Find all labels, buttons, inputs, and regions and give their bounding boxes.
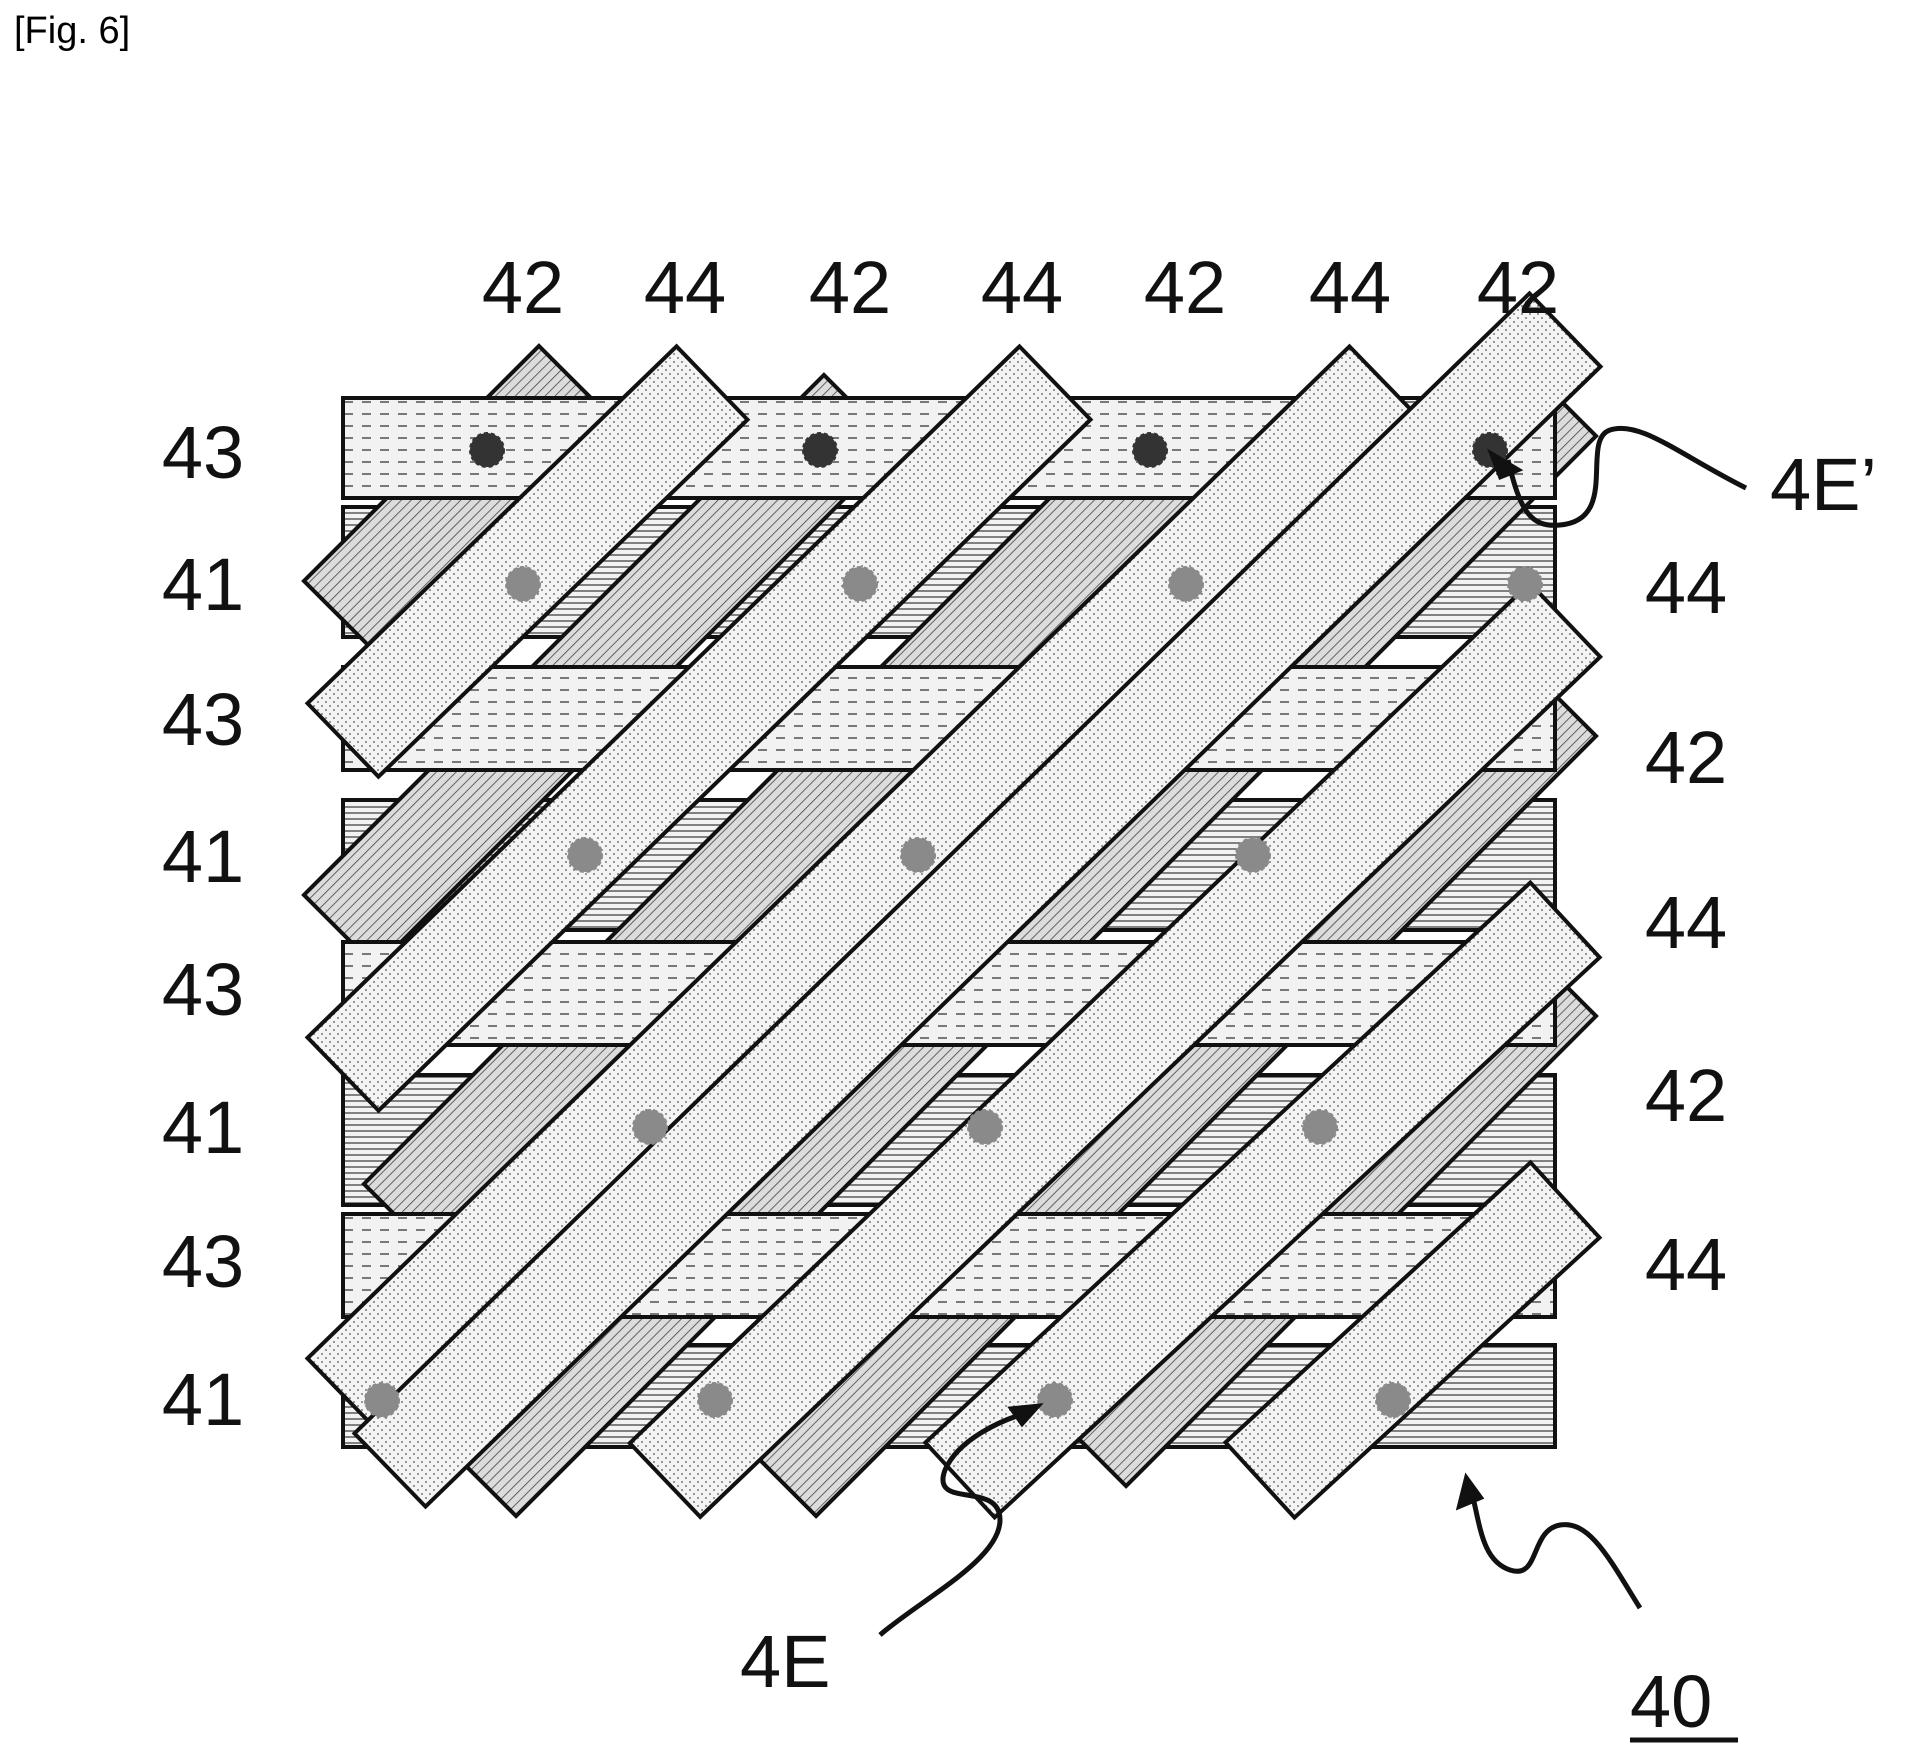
right-labels: 44 42 44 42 44 bbox=[1645, 546, 1727, 1306]
label-44: 44 bbox=[981, 246, 1063, 329]
junction-dot bbox=[568, 838, 602, 872]
label-44: 44 bbox=[1645, 546, 1727, 629]
label-43: 43 bbox=[162, 411, 244, 494]
label-43: 43 bbox=[162, 678, 244, 761]
junction-dot bbox=[1038, 1383, 1072, 1417]
reference-40: 40 bbox=[1458, 1476, 1738, 1743]
label-42: 42 bbox=[482, 246, 564, 329]
left-labels: 43 41 43 41 43 41 43 41 bbox=[162, 411, 244, 1441]
reference-40-arrowhead bbox=[1458, 1476, 1482, 1508]
junction-dot bbox=[633, 1110, 667, 1144]
junction-dot bbox=[901, 838, 935, 872]
junction-dot bbox=[1508, 567, 1542, 601]
label-43: 43 bbox=[162, 948, 244, 1031]
reference-40-leader bbox=[1470, 1486, 1640, 1608]
junction-dot bbox=[1169, 567, 1203, 601]
label-41: 41 bbox=[162, 1086, 244, 1169]
junction-dot bbox=[1303, 1110, 1337, 1144]
junction-dot bbox=[968, 1110, 1002, 1144]
junction-dot bbox=[843, 567, 877, 601]
junction-dot bbox=[698, 1383, 732, 1417]
label-42: 42 bbox=[809, 246, 891, 329]
label-44: 44 bbox=[1309, 246, 1391, 329]
label-44: 44 bbox=[644, 246, 726, 329]
junction-dot bbox=[365, 1383, 399, 1417]
label-41: 41 bbox=[162, 815, 244, 898]
junction-dot bbox=[1133, 433, 1167, 467]
callout-4e-prime-label: 4E’ bbox=[1770, 443, 1877, 526]
label-42: 42 bbox=[1645, 1054, 1727, 1137]
junction-dot bbox=[1236, 838, 1270, 872]
label-42: 42 bbox=[1144, 246, 1226, 329]
label-41: 41 bbox=[162, 543, 244, 626]
label-42: 42 bbox=[1645, 716, 1727, 799]
junction-dot bbox=[1376, 1383, 1410, 1417]
callout-4e-label: 4E bbox=[740, 1620, 831, 1703]
label-41: 41 bbox=[162, 1358, 244, 1441]
junction-dot bbox=[506, 567, 540, 601]
reference-40-label: 40 bbox=[1630, 1660, 1712, 1743]
label-44: 44 bbox=[1645, 881, 1727, 964]
junction-dot bbox=[470, 433, 504, 467]
label-43: 43 bbox=[162, 1220, 244, 1303]
top-labels: 42 44 42 44 42 44 42 bbox=[482, 246, 1559, 329]
junction-dot bbox=[803, 433, 837, 467]
label-44: 44 bbox=[1645, 1223, 1727, 1306]
label-42: 42 bbox=[1477, 246, 1559, 329]
